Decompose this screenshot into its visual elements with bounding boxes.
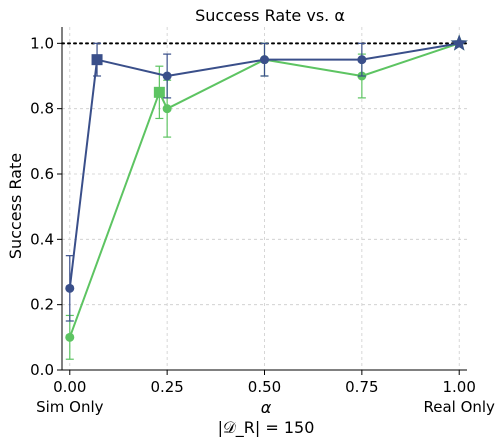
y-axis-title: Success Rate bbox=[6, 153, 25, 259]
data-point bbox=[162, 104, 172, 114]
y-tick-label: 1.0 bbox=[30, 34, 54, 52]
y-tick-label: 0.6 bbox=[30, 165, 54, 183]
series-0 bbox=[65, 34, 468, 322]
data-point bbox=[357, 55, 367, 65]
y-tick-label: 0.2 bbox=[30, 296, 54, 314]
axes bbox=[61, 27, 467, 371]
data-point bbox=[162, 71, 172, 81]
y-tick-label: 0.4 bbox=[30, 230, 54, 248]
x-axis-title: α bbox=[261, 398, 272, 417]
x-tick-label: 0.75 bbox=[345, 378, 378, 396]
data-point-star bbox=[450, 34, 468, 51]
chart-title: Success Rate vs. α bbox=[195, 6, 345, 25]
x-tick-label: 0.50 bbox=[248, 378, 281, 396]
y-tick-label: 0.8 bbox=[30, 100, 54, 118]
grid bbox=[62, 27, 467, 371]
x-tick-label: 0.00 bbox=[53, 378, 86, 396]
data-point-square bbox=[91, 54, 103, 66]
series-line bbox=[68, 42, 460, 289]
x-axis-subtitle: |𝒟_R| = 150 bbox=[218, 418, 315, 438]
y-tick-label: 0.0 bbox=[30, 361, 54, 379]
x-tick-sublabel: Real Only bbox=[423, 398, 495, 416]
data-point bbox=[65, 332, 75, 342]
data-point-square bbox=[153, 86, 165, 98]
ticks: 0.0 0.2 0.4 0.6 0.8 1.0 0.00 Sim Only 0.25 0.50 0.… bbox=[30, 34, 495, 416]
x-tick-label: 0.25 bbox=[150, 378, 183, 396]
x-tick-sublabel: Sim Only bbox=[36, 398, 104, 416]
series bbox=[65, 34, 468, 360]
series-1 bbox=[65, 34, 468, 360]
data-point bbox=[260, 55, 269, 65]
series-line bbox=[68, 42, 460, 338]
x-tick-label: 1.00 bbox=[443, 378, 476, 396]
data-point bbox=[65, 283, 75, 293]
